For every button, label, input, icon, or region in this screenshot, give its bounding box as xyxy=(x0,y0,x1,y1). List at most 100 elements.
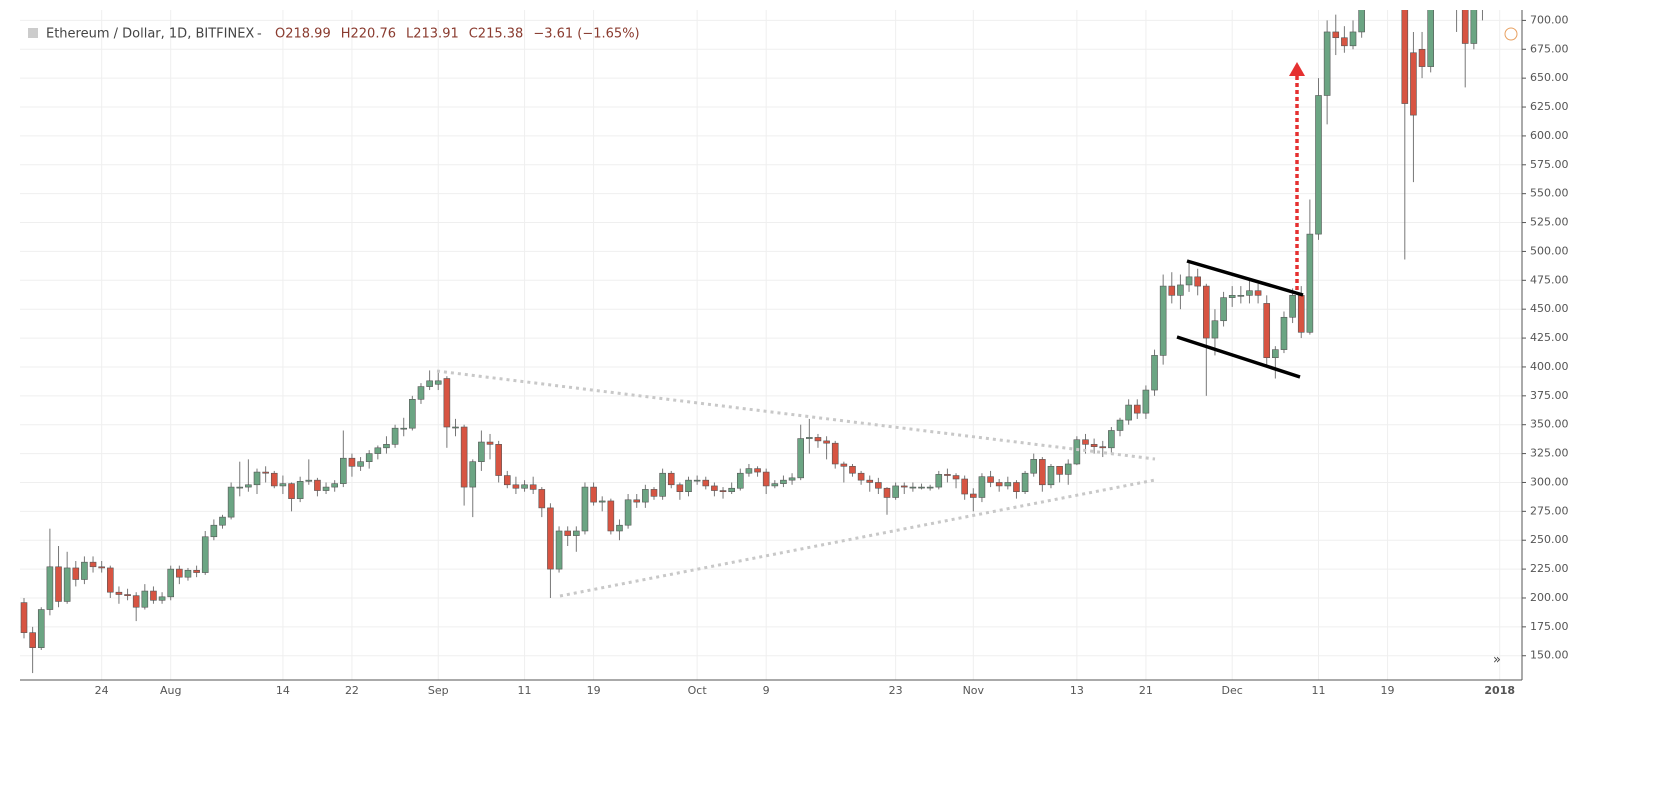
candle-body xyxy=(667,472,675,486)
candle-body xyxy=(184,569,192,578)
candle-body xyxy=(357,461,364,467)
candle-body xyxy=(98,566,105,569)
triangle-upper xyxy=(436,369,1156,461)
candle-body xyxy=(1142,389,1150,414)
candle-body xyxy=(478,441,485,462)
candle-body xyxy=(987,476,994,483)
candle-body xyxy=(1220,297,1227,322)
candle-body xyxy=(788,477,796,481)
legend-item: H220.76 xyxy=(341,27,396,42)
candle-body xyxy=(150,590,157,601)
x-tick-label: 11 xyxy=(518,684,532,697)
candle-body xyxy=(866,479,874,483)
legend-item: O218.99 xyxy=(275,27,331,42)
candle-body xyxy=(849,465,856,474)
candle-body xyxy=(210,524,218,538)
candle-body xyxy=(624,499,632,526)
candle-body xyxy=(797,438,805,479)
scroll-button[interactable]: » xyxy=(1493,653,1501,668)
y-tick-label: 225.00 xyxy=(1530,562,1569,575)
axes: 150.00 175.00 200.00 225.00 250.00 275.00 300.… xyxy=(95,13,1569,697)
y-tick-label: 175.00 xyxy=(1530,620,1569,633)
candle-body xyxy=(443,378,451,428)
candle-body xyxy=(322,486,330,491)
candle-body xyxy=(270,472,278,487)
candle-body xyxy=(219,516,226,526)
candle-body xyxy=(486,441,494,445)
candle-body xyxy=(348,457,356,467)
candle-body xyxy=(167,568,175,598)
candle-body xyxy=(728,487,735,493)
candle-body xyxy=(452,426,459,429)
candle-body xyxy=(607,500,615,532)
candle-body xyxy=(875,482,882,489)
legend-item: C215.38 xyxy=(469,27,524,42)
candle-body xyxy=(176,568,183,578)
x-tick-label: 22 xyxy=(345,684,359,697)
candle-body xyxy=(81,561,88,580)
candle-body xyxy=(952,475,960,480)
candle-body xyxy=(693,479,701,482)
y-tick-label: 350.00 xyxy=(1530,418,1569,431)
x-tick-label: 19 xyxy=(1381,684,1395,697)
candle-body xyxy=(1454,0,1460,3)
grid xyxy=(20,10,1522,680)
candle-body xyxy=(1108,430,1115,449)
candle-body xyxy=(590,486,597,503)
candle-body xyxy=(1168,285,1176,296)
y-tick-label: 700.00 xyxy=(1530,13,1569,26)
candle-body xyxy=(409,398,416,429)
alert-icon[interactable] xyxy=(1504,27,1518,41)
x-tick-label: 13 xyxy=(1070,684,1084,697)
legend-item: L213.91 xyxy=(406,27,459,42)
candle-body xyxy=(1133,404,1141,414)
candle-body xyxy=(814,437,822,442)
x-tick-label: Aug xyxy=(160,684,181,697)
candle-body xyxy=(616,524,623,532)
candle-body xyxy=(529,484,537,490)
candle-body xyxy=(1349,31,1357,47)
candle-body xyxy=(564,530,571,536)
candle-body xyxy=(1461,10,1469,44)
x-tick-label: Nov xyxy=(963,684,985,697)
candle-body xyxy=(633,499,641,503)
candle-body xyxy=(1151,355,1158,391)
candle-body xyxy=(1341,37,1348,47)
legend-item: −3.61 (−1.65%) xyxy=(533,27,639,42)
candle-body xyxy=(331,483,338,488)
candle-body xyxy=(1315,95,1322,235)
candle-body xyxy=(1427,10,1434,67)
candle-body xyxy=(29,632,36,648)
candle-body xyxy=(1323,31,1331,96)
candle-body xyxy=(55,566,62,602)
candle-body xyxy=(745,468,753,474)
candle-body xyxy=(1401,10,1409,104)
candle-body xyxy=(573,530,580,536)
candle-body xyxy=(1004,482,1012,487)
candle-body xyxy=(1297,295,1305,333)
y-tick-label: 625.00 xyxy=(1530,100,1569,113)
candle-body xyxy=(89,561,97,568)
candle-body xyxy=(374,447,382,454)
candle-body xyxy=(1211,320,1219,339)
candle-body xyxy=(1280,316,1288,350)
candle-body xyxy=(719,490,727,493)
candle-body xyxy=(201,536,209,573)
x-tick-label: 23 xyxy=(889,684,903,697)
candle-body xyxy=(926,486,934,489)
y-tick-label: 200.00 xyxy=(1530,591,1569,604)
candle-body xyxy=(1272,349,1279,359)
candles xyxy=(20,0,1483,674)
candle-body xyxy=(340,457,347,484)
x-tick-label: Oct xyxy=(688,684,708,697)
candle-body xyxy=(1039,459,1046,486)
candle-body xyxy=(262,471,269,474)
candle-body xyxy=(141,590,149,608)
arrow-head xyxy=(1289,62,1305,76)
dropdown[interactable]: - xyxy=(257,27,262,42)
candle-body xyxy=(1125,404,1132,421)
candle-body xyxy=(426,380,433,387)
candle-body xyxy=(236,486,244,489)
candle-body xyxy=(1185,276,1193,286)
